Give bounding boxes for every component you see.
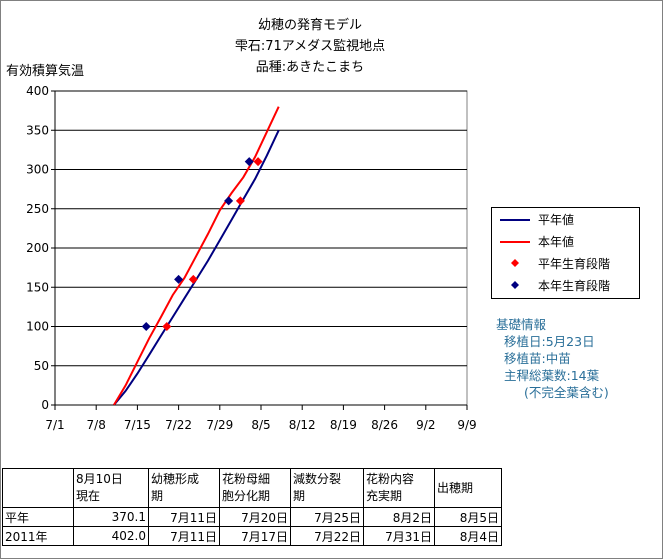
x-tick-label: 8/19 xyxy=(330,418,357,432)
table-cell: 7月22日 xyxy=(290,526,364,546)
legend-line-swatch xyxy=(500,241,530,243)
table-header-cell: 8月10日 現在 xyxy=(73,468,149,508)
x-tick-label: 8/5 xyxy=(251,418,270,432)
basic-info-line: (不完全葉含む) xyxy=(524,385,609,400)
x-tick-label: 9/2 xyxy=(416,418,435,432)
y-tick-label: 100 xyxy=(26,320,49,334)
y-tick-label: 50 xyxy=(34,359,49,373)
y-tick-label: 300 xyxy=(26,163,49,177)
y-axis-label: 有効積算気温 xyxy=(6,64,85,79)
y-tick-label: 250 xyxy=(26,202,49,216)
marker-heinen-stage xyxy=(162,322,172,331)
marker-heinen-stage xyxy=(235,196,245,206)
table-cell: 7月31日 xyxy=(363,526,435,546)
y-tick-label: 350 xyxy=(26,123,49,137)
table-cell: 370.1 xyxy=(73,507,149,527)
legend-label: 平年値 xyxy=(538,213,575,227)
table-header-cell: 花粉内容 充実期 xyxy=(363,468,435,508)
table-cell: 7月20日 xyxy=(219,507,291,527)
basic-info-heading: 基礎情報 xyxy=(496,317,547,332)
table-cell: 2011年 xyxy=(2,526,74,546)
x-tick-label: 7/15 xyxy=(124,418,151,432)
chart-plot: 0 50 100 150 200 250 300 350 400 7/1 7/8 7/15 7/22 7/… xyxy=(26,84,477,432)
legend-item-heinen: 平年値 xyxy=(492,212,639,228)
diamond-marker-icon xyxy=(511,259,519,267)
table-cell: 402.0 xyxy=(73,526,149,546)
table-cell: 8月4日 xyxy=(434,526,502,546)
x-tick-label: 7/8 xyxy=(87,418,106,432)
legend-line-swatch xyxy=(500,219,530,221)
table-header-cell: 花粉母細 胞分化期 xyxy=(219,468,291,508)
diamond-marker-icon xyxy=(511,281,519,289)
marker-honnen-stage xyxy=(244,157,254,167)
table-header-cell: 減数分裂期 xyxy=(290,468,364,508)
table-cell: 7月17日 xyxy=(219,526,291,546)
basic-info-panel: 基礎情報 移植日:5月23日 移植苗:中苗 主稈総葉数:14葉 (不完全葉含む) xyxy=(496,316,609,401)
chart-title-line-3: 品種:あきたこまち xyxy=(255,60,365,75)
chart-title-line-2: 雫石:71アメダス監視地点 xyxy=(234,39,386,54)
growth-stage-table: 8月10日 現在 幼穂形成期 花粉母細 胞分化期 減数分裂期 花粉内容 充実期 出穂期… xyxy=(2,468,502,546)
table-cell: 7月11日 xyxy=(148,526,220,546)
x-tick-label: 7/1 xyxy=(45,418,64,432)
y-tick-label: 200 xyxy=(26,241,49,255)
marker-honnen-stage xyxy=(224,196,234,206)
table-cell: 7月25日 xyxy=(290,507,364,527)
marker-heinen-stage xyxy=(188,274,198,284)
legend-item-heinen-stage: 平年生育段階 xyxy=(492,256,639,272)
legend: 平年値 本年値 平年生育段階 本年生育段階 xyxy=(491,207,640,299)
basic-info-line: 移植苗:中苗 xyxy=(504,351,571,366)
basic-info-line: 主稈総葉数:14葉 xyxy=(504,368,600,383)
legend-label: 本年値 xyxy=(538,235,575,249)
table-header-cell: 幼穂形成期 xyxy=(148,468,220,508)
table-header-cell: 出穂期 xyxy=(434,468,502,508)
table-header-cell xyxy=(2,468,74,508)
marker-honnen-stage xyxy=(174,274,184,284)
table-header-row: 8月10日 現在 幼穂形成期 花粉母細 胞分化期 減数分裂期 花粉内容 充実期 出穂期 xyxy=(2,468,502,508)
x-tick-label: 7/22 xyxy=(165,418,192,432)
legend-label: 平年生育段階 xyxy=(538,257,611,271)
y-tick-label: 400 xyxy=(26,84,49,98)
basic-info-line: 移植日:5月23日 xyxy=(504,334,595,349)
table-row: 平年 370.1 7月11日 7月20日 7月25日 8月2日 8月5日 xyxy=(2,507,502,527)
table-cell: 平年 xyxy=(2,507,74,527)
x-tick-label: 9/9 xyxy=(457,418,476,432)
legend-label: 本年生育段階 xyxy=(538,279,611,293)
table-row: 2011年 402.0 7月11日 7月17日 7月22日 7月31日 8月4日 xyxy=(2,526,502,546)
marker-honnen-stage xyxy=(141,322,151,331)
x-tick-label: 8/26 xyxy=(371,418,398,432)
table-cell: 7月11日 xyxy=(148,507,220,527)
x-tick-label: 7/29 xyxy=(206,418,233,432)
legend-item-honnen: 本年値 xyxy=(492,234,639,250)
x-tick-label: 8/12 xyxy=(289,418,316,432)
table-cell: 8月2日 xyxy=(363,507,435,527)
chart-title-line-1: 幼穂の発育モデル xyxy=(257,18,362,33)
table-cell: 8月5日 xyxy=(434,507,502,527)
legend-item-honnen-stage: 本年生育段階 xyxy=(492,278,639,294)
y-tick-label: 0 xyxy=(41,398,49,412)
y-tick-label: 150 xyxy=(26,280,49,294)
marker-heinen-stage xyxy=(253,157,263,167)
